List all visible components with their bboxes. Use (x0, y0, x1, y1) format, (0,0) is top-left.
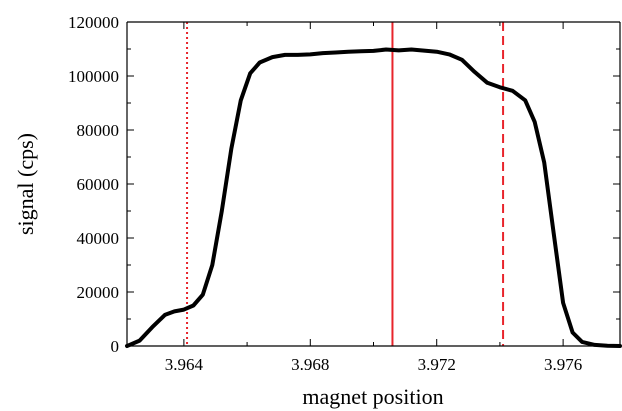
y-tick-label: 60000 (77, 175, 120, 194)
y-tick-label: 100000 (68, 67, 119, 86)
x-tick-label: 3.976 (544, 355, 582, 374)
y-tick-label: 20000 (77, 283, 120, 302)
series-line-0 (125, 47, 622, 348)
y-axis-title: signal (cps) (13, 133, 38, 235)
x-tick-label: 3.972 (418, 355, 456, 374)
y-tick-label: 120000 (68, 13, 119, 32)
y-tick-label: 80000 (77, 121, 120, 140)
x-axis-title: magnet position (302, 384, 443, 409)
y-tick-label: 0 (111, 337, 120, 356)
series-layer (125, 47, 622, 348)
axes (126, 21, 621, 347)
y-tick-label: 40000 (77, 229, 120, 248)
x-tick-label: 3.968 (291, 355, 329, 374)
tick-labels: 0 20000 40000 60000 80000 100000 120000 3.964 3.… (68, 13, 582, 374)
vertical-marker-lines (186, 22, 505, 346)
x-tick-label: 3.964 (165, 355, 204, 374)
